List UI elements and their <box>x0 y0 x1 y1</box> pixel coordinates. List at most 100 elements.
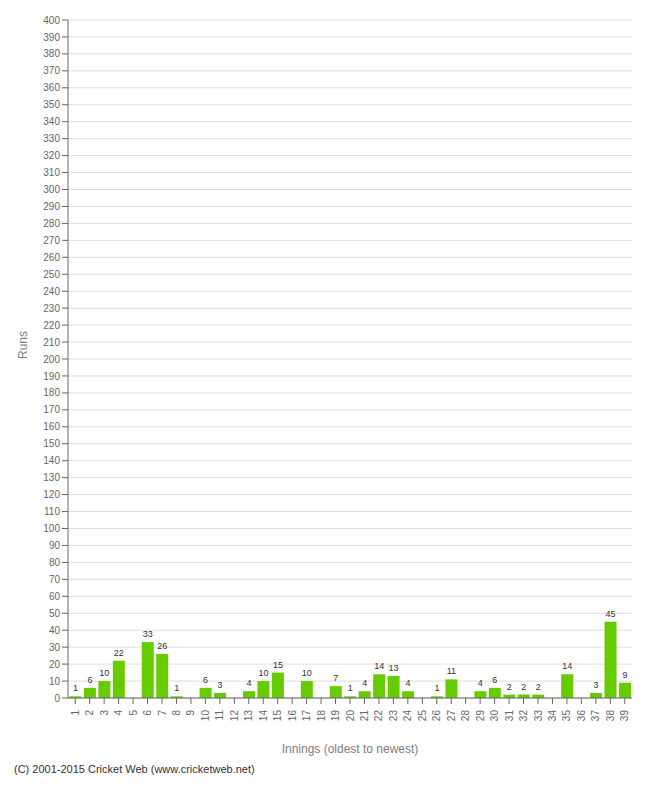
svg-text:15: 15 <box>272 710 283 722</box>
svg-text:33: 33 <box>143 629 153 639</box>
svg-text:330: 330 <box>43 133 60 144</box>
svg-text:45: 45 <box>606 609 616 619</box>
svg-text:3: 3 <box>218 680 223 690</box>
svg-text:100: 100 <box>43 523 60 534</box>
svg-text:8: 8 <box>171 710 182 716</box>
svg-text:4: 4 <box>113 710 124 716</box>
svg-text:140: 140 <box>43 455 60 466</box>
svg-text:5: 5 <box>128 710 139 716</box>
svg-text:6: 6 <box>492 675 497 685</box>
svg-text:16: 16 <box>287 710 298 722</box>
svg-text:11: 11 <box>447 666 456 676</box>
svg-text:4: 4 <box>406 678 411 688</box>
svg-text:340: 340 <box>43 116 60 127</box>
svg-text:380: 380 <box>43 48 60 59</box>
svg-text:7: 7 <box>157 710 168 716</box>
svg-text:30: 30 <box>489 710 500 722</box>
svg-text:7: 7 <box>333 673 338 683</box>
svg-text:38: 38 <box>605 710 616 722</box>
svg-text:1: 1 <box>70 710 81 716</box>
svg-text:13: 13 <box>389 663 399 673</box>
svg-text:250: 250 <box>43 269 60 280</box>
svg-text:90: 90 <box>49 540 61 551</box>
svg-text:1: 1 <box>174 683 179 693</box>
svg-text:160: 160 <box>43 421 60 432</box>
svg-text:150: 150 <box>43 438 60 449</box>
svg-text:30: 30 <box>49 642 61 653</box>
svg-text:13: 13 <box>243 710 254 722</box>
svg-text:10: 10 <box>99 668 109 678</box>
svg-text:6: 6 <box>203 675 208 685</box>
svg-text:36: 36 <box>576 710 587 722</box>
svg-text:270: 270 <box>43 235 60 246</box>
svg-text:12: 12 <box>229 710 240 722</box>
svg-text:19: 19 <box>330 710 341 722</box>
svg-text:70: 70 <box>49 574 61 585</box>
svg-text:28: 28 <box>460 710 471 722</box>
svg-text:310: 310 <box>43 167 60 178</box>
svg-text:200: 200 <box>43 354 60 365</box>
svg-text:1: 1 <box>73 683 78 693</box>
svg-text:400: 400 <box>43 15 60 26</box>
svg-text:Innings (oldest to newest): Innings (oldest to newest) <box>282 742 419 756</box>
svg-text:300: 300 <box>43 184 60 195</box>
svg-text:180: 180 <box>43 387 60 398</box>
svg-text:50: 50 <box>49 608 61 619</box>
svg-text:210: 210 <box>43 337 60 348</box>
svg-text:2: 2 <box>84 710 95 716</box>
svg-text:230: 230 <box>43 303 60 314</box>
svg-text:350: 350 <box>43 99 60 110</box>
svg-text:1: 1 <box>348 683 353 693</box>
svg-text:10: 10 <box>258 668 268 678</box>
svg-text:9: 9 <box>622 670 627 680</box>
svg-text:18: 18 <box>316 710 327 722</box>
svg-text:120: 120 <box>43 489 60 500</box>
svg-text:39: 39 <box>619 710 630 722</box>
svg-text:9: 9 <box>185 710 196 716</box>
svg-text:4: 4 <box>362 678 367 688</box>
svg-text:10: 10 <box>302 668 312 678</box>
svg-text:240: 240 <box>43 286 60 297</box>
svg-text:80: 80 <box>49 557 61 568</box>
svg-text:6: 6 <box>87 675 92 685</box>
svg-text:1: 1 <box>434 683 439 693</box>
svg-text:14: 14 <box>374 661 384 671</box>
svg-text:17: 17 <box>301 710 312 722</box>
svg-text:27: 27 <box>446 710 457 722</box>
svg-text:3: 3 <box>594 680 599 690</box>
svg-text:21: 21 <box>359 710 370 722</box>
svg-text:260: 260 <box>43 252 60 263</box>
svg-text:130: 130 <box>43 472 60 483</box>
svg-text:22: 22 <box>373 710 384 722</box>
svg-text:0: 0 <box>54 693 60 704</box>
svg-text:14: 14 <box>258 710 269 722</box>
svg-text:33: 33 <box>533 710 544 722</box>
svg-text:14: 14 <box>562 661 572 671</box>
svg-text:2: 2 <box>536 682 541 692</box>
svg-text:6: 6 <box>142 710 153 716</box>
svg-text:24: 24 <box>402 710 413 722</box>
svg-text:110: 110 <box>44 506 60 517</box>
svg-text:10: 10 <box>49 676 61 687</box>
svg-text:29: 29 <box>475 710 486 722</box>
svg-text:26: 26 <box>431 710 442 722</box>
svg-text:15: 15 <box>273 660 283 670</box>
svg-text:370: 370 <box>43 65 60 76</box>
svg-text:11: 11 <box>214 710 225 721</box>
svg-text:280: 280 <box>43 218 60 229</box>
svg-text:25: 25 <box>417 710 428 722</box>
svg-text:4: 4 <box>478 678 483 688</box>
svg-text:34: 34 <box>547 710 558 722</box>
svg-text:320: 320 <box>43 150 60 161</box>
svg-text:22: 22 <box>114 648 124 658</box>
svg-text:26: 26 <box>157 641 167 651</box>
svg-text:10: 10 <box>200 710 211 722</box>
svg-text:60: 60 <box>49 591 61 602</box>
svg-text:2: 2 <box>507 682 512 692</box>
svg-text:4: 4 <box>246 678 251 688</box>
svg-text:220: 220 <box>43 320 60 331</box>
svg-text:20: 20 <box>49 659 61 670</box>
svg-text:290: 290 <box>43 201 60 212</box>
svg-text:170: 170 <box>43 404 60 415</box>
svg-text:40: 40 <box>49 625 61 636</box>
